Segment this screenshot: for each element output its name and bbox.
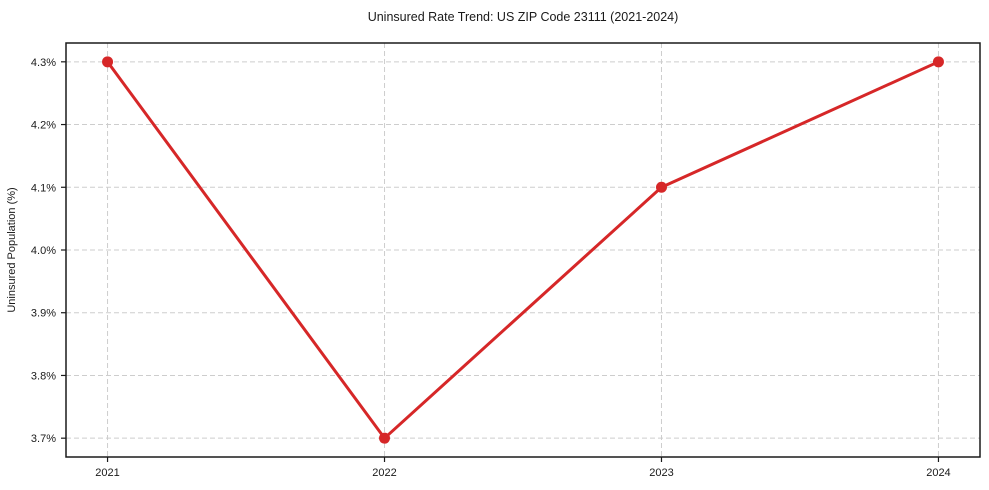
y-tick-label: 4.1% [31,182,56,194]
trend-line [106,60,940,440]
y-tick-label: 3.9% [31,308,56,320]
y-tick-label: 3.7% [31,433,56,445]
x-tick-label: 2021 [95,467,119,479]
grid-layer [66,43,980,457]
data-point [655,181,667,193]
trend-series [102,56,944,444]
y-tick-label: 4.0% [31,245,56,257]
y-tick-label: 4.3% [31,57,56,69]
x-tick-label: 2022 [372,467,396,479]
y-tick-label: 3.8% [31,370,56,382]
axis-layer: 3.7% 3.8% 3.9% 4.0% 4.1% 4.2% 4.3% 2021 2022 2023… [31,42,981,479]
data-point [102,56,114,68]
y-tick-label: 4.2% [31,120,56,132]
x-tick-label: 2024 [926,467,950,479]
data-point [379,432,391,444]
chart-title: Uninsured Rate Trend: US ZIP Code 23111 … [368,10,679,24]
x-tick-label: 2023 [649,467,673,479]
y-axis-label: Uninsured Population (%) [6,187,18,312]
data-point [932,56,944,68]
